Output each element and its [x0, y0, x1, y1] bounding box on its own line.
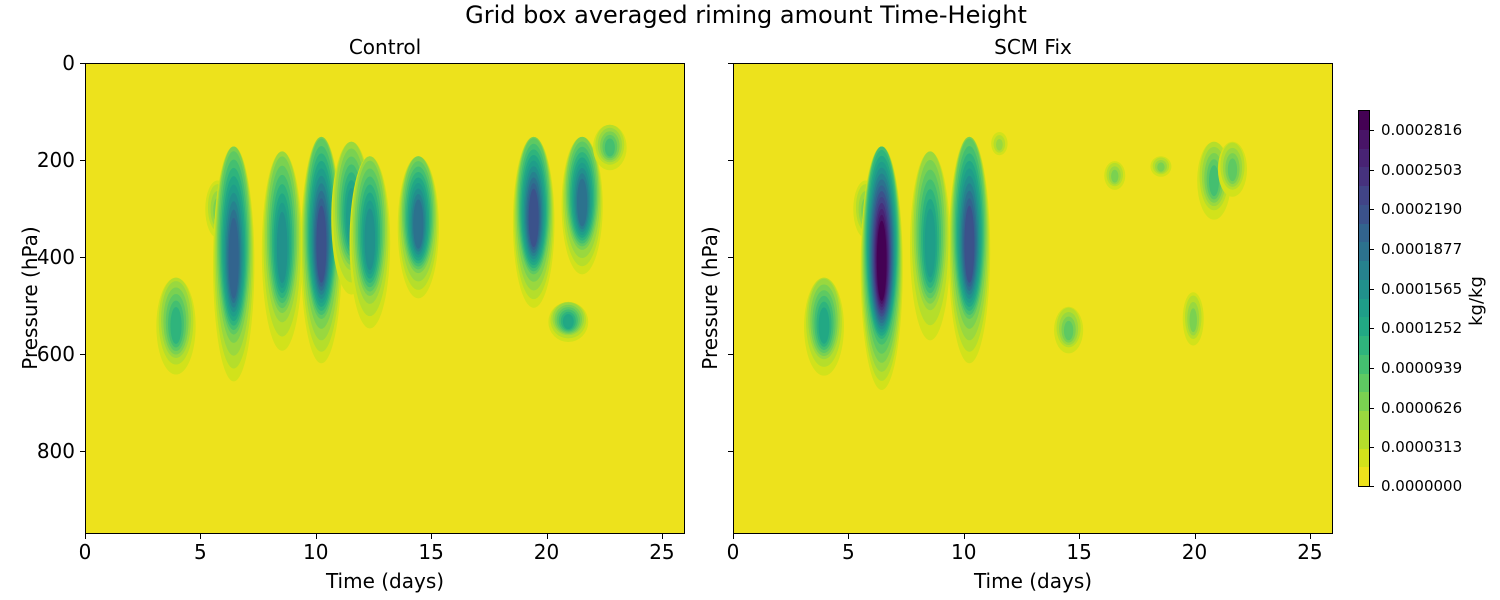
y-tick: [728, 354, 733, 356]
scm-fix-ylabel: Pressure (hPa): [698, 226, 722, 370]
colorbar-tick-label: 0.0002816: [1381, 120, 1463, 139]
y-tick: [728, 257, 733, 259]
x-tick: [1309, 534, 1311, 539]
y-tick-label: 200: [36, 148, 75, 173]
colorbar-tick: [1370, 407, 1374, 409]
x-tick-label: 15: [1066, 540, 1092, 564]
colorbar-tick: [1370, 288, 1374, 290]
x-tick-label: 15: [418, 540, 444, 564]
colorbar-segment: [1359, 261, 1369, 280]
colorbar-tick: [1370, 249, 1374, 251]
control-xlabel: Time (days): [325, 569, 445, 593]
colorbar-segment: [1359, 317, 1369, 336]
colorbar-segment: [1359, 111, 1369, 130]
x-tick: [848, 534, 850, 539]
x-tick-label: 10: [951, 540, 977, 564]
x-tick-label: 10: [303, 540, 329, 564]
scm-fix-xlabel: Time (days): [973, 569, 1093, 593]
control-ylabel: Pressure (hPa): [18, 226, 42, 370]
colorbar-segment: [1359, 167, 1369, 186]
y-tick: [80, 257, 85, 259]
y-tick-label: 800: [36, 439, 75, 464]
colorbar-tick: [1370, 447, 1374, 449]
colorbar-tick-label: 0.0001252: [1381, 319, 1463, 338]
x-tick: [546, 534, 548, 539]
x-tick-label: 5: [842, 540, 855, 564]
colorbar-segment: [1359, 204, 1369, 224]
x-tick: [200, 534, 202, 539]
scm-fix-heatmap: [733, 63, 1333, 534]
colorbar-segment: [1359, 279, 1369, 299]
y-tick: [80, 63, 85, 64]
x-tick-label: 20: [1181, 540, 1208, 564]
colorbar-segment: [1359, 429, 1369, 449]
colorbar-tick-label: 0.0001565: [1381, 279, 1463, 298]
colorbar-segment: [1359, 354, 1369, 374]
colorbar-label: kg/kg: [1466, 276, 1487, 326]
scm-fix-axes-title: SCM Fix: [994, 35, 1072, 59]
colorbar-segment: [1359, 129, 1369, 149]
colorbar-segment: [1359, 411, 1369, 430]
colorbar-tick: [1370, 328, 1374, 330]
y-tick: [728, 63, 733, 64]
x-tick: [431, 534, 433, 539]
x-tick-label: 0: [726, 540, 740, 564]
colorbar-tick: [1370, 367, 1374, 369]
y-tick: [728, 160, 733, 162]
colorbar-tick-label: 0.0002190: [1381, 200, 1463, 219]
x-tick: [1079, 534, 1081, 539]
colorbar-segment: [1359, 373, 1369, 393]
colorbar-tick-label: 0.0000000: [1381, 477, 1463, 495]
colorbar-tick-label: 0.0000626: [1381, 398, 1463, 417]
colorbar-tick-label: 0.0000313: [1381, 438, 1463, 457]
colorbar-segment: [1359, 148, 1369, 168]
x-tick: [85, 534, 86, 539]
x-tick-label: 25: [1297, 540, 1323, 564]
colorbar-segment: [1359, 242, 1369, 261]
y-tick: [80, 160, 85, 162]
colorbar-tick: [1370, 486, 1374, 487]
colorbar-tick: [1370, 169, 1374, 171]
colorbar-segment: [1359, 223, 1369, 243]
x-tick-label: 0: [78, 540, 92, 564]
colorbar-tick-label: 0.0002503: [1381, 160, 1463, 179]
colorbar-segment: [1359, 298, 1369, 318]
y-tick-label: 400: [36, 245, 75, 270]
y-tick-label: 0: [62, 51, 75, 75]
colorbar-tick-label: 0.0001877: [1381, 240, 1463, 259]
x-tick: [963, 534, 965, 539]
x-tick: [661, 534, 663, 539]
figure-title: Grid box averaged riming amount Time-Hei…: [465, 1, 1027, 29]
control-heatmap: [85, 63, 685, 534]
colorbar-tick-label: 0.0000939: [1381, 358, 1463, 377]
colorbar-segment: [1359, 448, 1369, 468]
y-tick: [728, 451, 733, 453]
y-tick: [80, 451, 85, 453]
y-tick-label: 600: [36, 342, 75, 367]
colorbar-segment: [1359, 467, 1369, 486]
colorbar-segment: [1359, 336, 1369, 355]
x-tick: [1194, 534, 1196, 539]
colorbar: [1358, 110, 1370, 487]
x-tick-label: 20: [533, 540, 560, 564]
colorbar-tick: [1370, 209, 1374, 211]
x-tick: [315, 534, 317, 539]
x-tick-label: 5: [194, 540, 207, 564]
colorbar-segment: [1359, 392, 1369, 411]
x-tick-label: 25: [649, 540, 675, 564]
control-axes-title: Control: [348, 35, 422, 59]
colorbar-segment: [1359, 186, 1369, 205]
colorbar-tick: [1370, 129, 1374, 131]
x-tick: [733, 534, 734, 539]
y-tick: [80, 354, 85, 356]
